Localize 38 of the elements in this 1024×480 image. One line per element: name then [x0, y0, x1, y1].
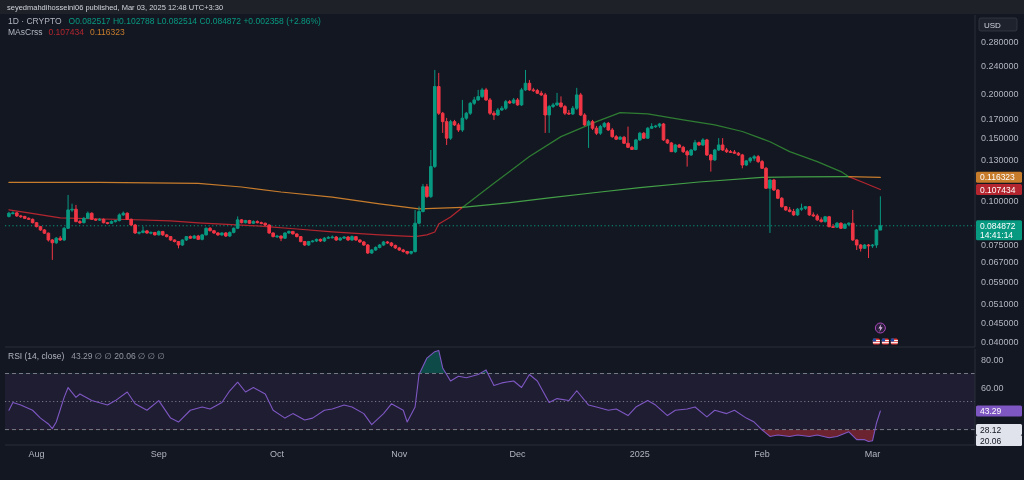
y-tick-label: 0.280000: [981, 37, 1019, 48]
y-tick-label: 0.200000: [981, 88, 1019, 99]
y-tick-label: 0.059000: [981, 276, 1019, 287]
x-tick-label: Nov: [391, 448, 408, 459]
y-tick-label: 0.067000: [981, 257, 1019, 268]
annotation: 43.29 ∅ ∅ 20.06 ∅ ∅ ∅: [71, 351, 165, 361]
y-tick-label: 0.100000: [981, 195, 1019, 206]
y-axis-title: USD: [984, 20, 1002, 30]
x-tick-label: Aug: [28, 448, 45, 459]
y-tick-label: 0.170000: [981, 113, 1019, 124]
chart-subtitle: 1D · CRYPTO: [8, 16, 62, 26]
ref-line-label: 0.084872: [980, 220, 1016, 231]
y-tick-label: 80.00: [981, 354, 1004, 365]
x-tick-label: 2025: [629, 448, 650, 459]
text: 43.29: [980, 405, 1002, 416]
text: 0.116323: [980, 172, 1015, 183]
y-tick-label: 0.075000: [981, 239, 1019, 250]
chart-title: RSI (14, close): [8, 351, 65, 361]
text: 28.12: [980, 424, 1002, 435]
y-tick-label: 0.150000: [981, 133, 1019, 144]
y-tick-label: 60.00: [981, 382, 1004, 393]
legend-title: MAsCrss: [8, 27, 43, 37]
x-tick-label: Dec: [509, 448, 527, 459]
y-tick-label: 0.240000: [981, 60, 1019, 71]
y-tick-label: 0.045000: [981, 318, 1019, 329]
y-tick-label: 0.040000: [981, 336, 1019, 347]
x-tick-label: Oct: [270, 448, 285, 459]
text: 14:41:14: [980, 229, 1014, 240]
annotation: O0.082517 H0.102788 L0.082514 C0.084872 +0.002358 (+2.86%): [68, 16, 322, 26]
annotation: 0.107434: [48, 27, 85, 37]
y-tick-label: 0.130000: [981, 155, 1019, 166]
x-tick-label: Sep: [150, 448, 167, 459]
x-tick-label: Mar: [864, 448, 881, 459]
y-tick-label: 0.051000: [981, 299, 1019, 310]
text: 0.107434: [980, 184, 1016, 195]
annotation: 0.116323: [89, 27, 126, 37]
x-tick-label: Feb: [754, 448, 770, 459]
text: 20.06: [980, 435, 1002, 446]
